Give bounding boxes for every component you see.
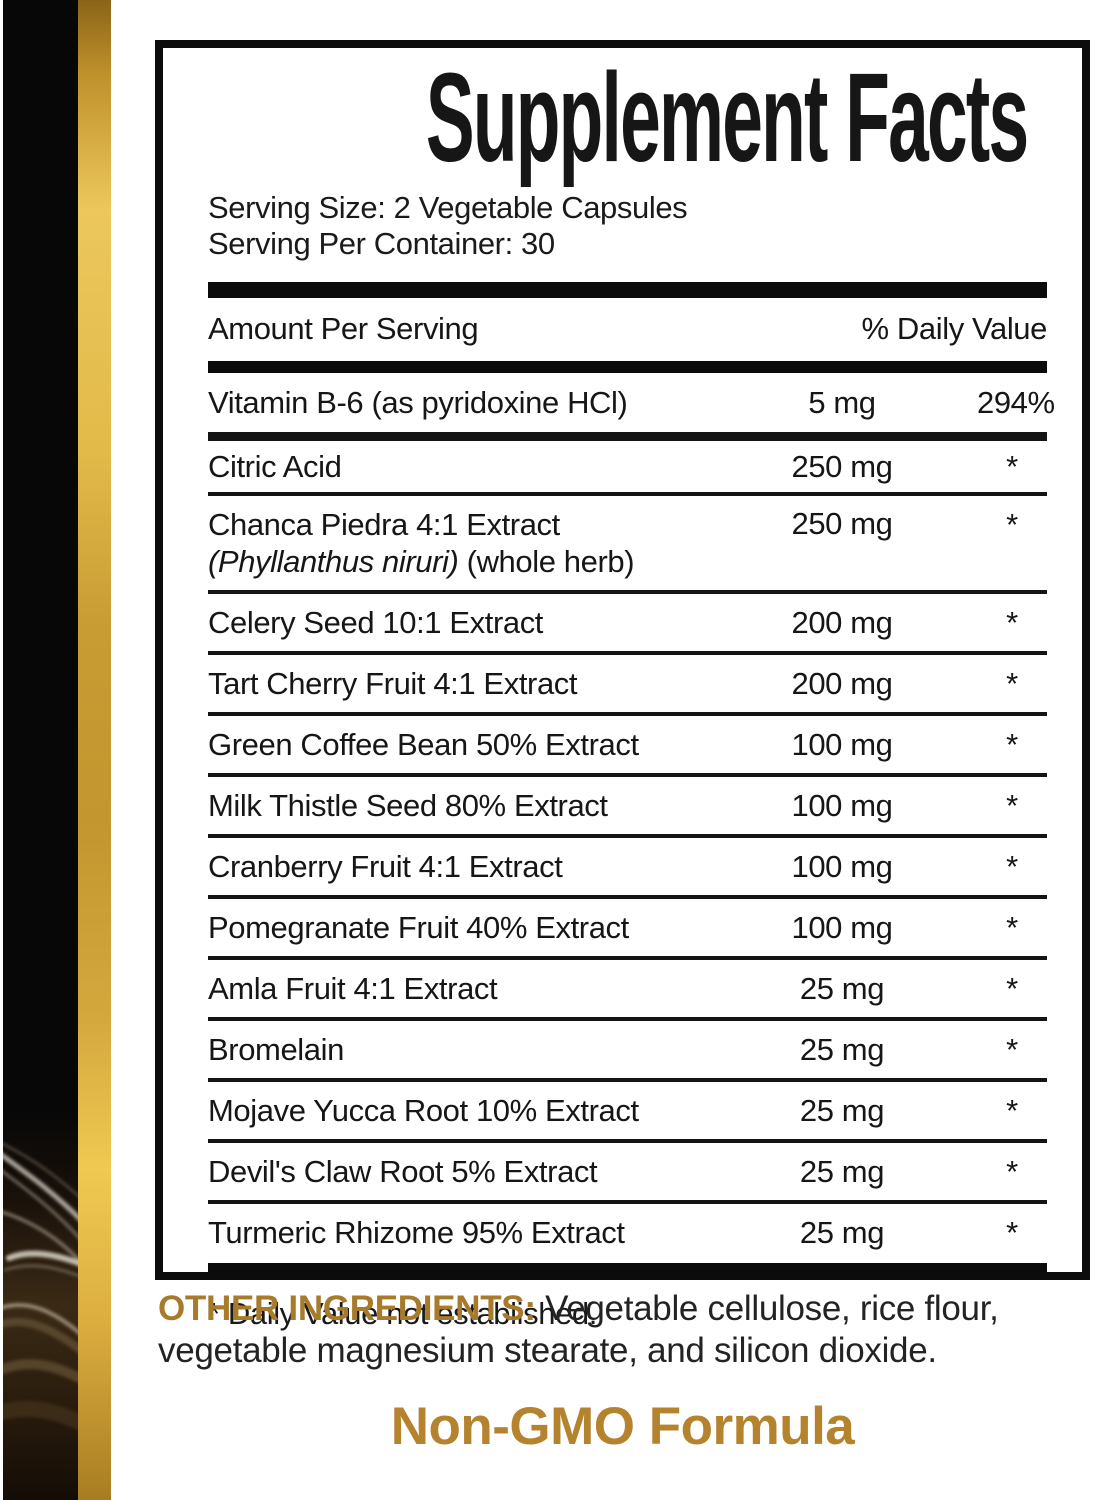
left-gold-strip [78,0,111,1500]
ingredient-name: Celery Seed 10:1 Extract [208,605,544,640]
daily-value: * [1006,971,1018,1006]
amount-value: 25 mg [799,970,885,1006]
daily-value: * [1006,788,1018,823]
botanical-plain: (whole herb) [458,544,635,579]
daily-value: * [1006,1093,1018,1128]
smoke-artwork [3,1110,78,1500]
amount-value: 100 mg [791,848,893,884]
panel-title-wrap: Supplement Facts [208,54,1047,182]
daily-value: * [1006,666,1018,701]
table-row: Bromelain 25 mg * [208,1021,1047,1082]
botanical-italic: (Phyllanthus niruri) [208,544,459,579]
table-row: Citric Acid 250 mg * [208,441,1047,496]
table-row: Amla Fruit 4:1 Extract 25 mg * [208,960,1047,1021]
amount-value: 100 mg [791,726,893,762]
table-row: Celery Seed 10:1 Extract 200 mg * [208,594,1047,655]
left-black-strip [3,0,78,1500]
other-ingredients: OTHER INGREDIENTS: Vegetable cellulose, … [158,1288,1096,1372]
ingredient-name: Turmeric Rhizome 95% Extract [208,1215,625,1250]
other-ingredients-line1: Vegetable cellulose, rice flour, [535,1289,999,1328]
header-amount-per-serving: Amount Per Serving [208,311,479,346]
daily-value: 294% [977,385,1055,420]
daily-value: * [1006,605,1018,640]
ingredient-name: Devil's Claw Root 5% Extract [208,1154,598,1189]
table-row: Turmeric Rhizome 95% Extract 25 mg * [208,1204,1047,1263]
table-row: Chanca Piedra 4:1 Extract (Phyllanthus n… [208,496,1047,594]
ingredient-name-main: Chanca Piedra 4:1 Extract [208,507,560,542]
table-row: Vitamin B-6 (as pyridoxine HCl) 5 mg 294… [208,373,1055,441]
amount-value: 100 mg [791,909,893,945]
daily-value: * [1006,507,1018,542]
ingredient-botanical: (Phyllanthus niruri) (whole herb) [208,544,635,579]
daily-value-footnote: * Daily Value not established. [208,1296,597,1331]
ingredient-name: Tart Cherry Fruit 4:1 Extract [208,666,578,701]
ingredient-name: Mojave Yucca Root 10% Extract [208,1093,639,1128]
ingredient-name: Cranberry Fruit 4:1 Extract [208,849,563,884]
serving-size: Serving Size: 2 Vegetable Capsules [208,190,688,225]
divider-bar-header [208,361,1047,373]
amount-value: 25 mg [799,1153,885,1189]
table-row: Devil's Claw Root 5% Extract 25 mg * [208,1143,1047,1204]
table-row: Pomegranate Fruit 40% Extract 100 mg * [208,899,1047,960]
amount-value: 200 mg [791,604,893,640]
daily-value: * [1006,449,1018,484]
divider-bar-top [208,282,1047,298]
amount-value: 5 mg [808,384,876,420]
daily-value: * [1006,1032,1018,1067]
table-row: Milk Thistle Seed 80% Extract 100 mg * [208,777,1047,838]
non-gmo-formula-text: Non-GMO Formula [390,1397,855,1456]
amount-value: 25 mg [799,1031,885,1067]
other-ingredients-label: OTHER INGREDIENTS: [158,1289,536,1328]
ingredient-name: Milk Thistle Seed 80% Extract [208,788,608,823]
table-row: Cranberry Fruit 4:1 Extract 100 mg * [208,838,1047,899]
amount-value: 100 mg [791,787,893,823]
ingredient-name: Chanca Piedra 4:1 Extract (Phyllanthus n… [208,506,752,580]
table-header: Amount Per Serving % Daily Value [208,298,1047,361]
other-ingredients-line2: vegetable magnesium stearate, and silico… [158,1331,937,1370]
serving-per-container: Serving Per Container: 30 [208,226,555,261]
header-daily-value: % Daily Value [861,311,1048,346]
amount-value: 200 mg [791,665,893,701]
ingredient-name: Amla Fruit 4:1 Extract [208,971,498,1006]
ingredient-name: Bromelain [208,1032,344,1067]
ingredient-name: Vitamin B-6 (as pyridoxine HCl) [208,385,628,420]
table-row: Mojave Yucca Root 10% Extract 25 mg * [208,1082,1047,1143]
amount-value: 250 mg [791,448,893,484]
amount-value: 25 mg [799,1214,885,1250]
daily-value: * [1006,1154,1018,1189]
supplement-facts-panel: Supplement Facts Serving Size: 2 Vegetab… [155,40,1090,1331]
daily-value: * [1006,1215,1018,1250]
ingredient-name: Pomegranate Fruit 40% Extract [208,910,629,945]
daily-value: * [1006,910,1018,945]
table-row: Tart Cherry Fruit 4:1 Extract 200 mg * [208,655,1047,716]
table-row: Green Coffee Bean 50% Extract 100 mg * [208,716,1047,777]
ingredient-name: Citric Acid [208,449,342,484]
daily-value: * [1006,849,1018,884]
serving-info: Serving Size: 2 Vegetable Capsules Servi… [208,190,1047,262]
ingredient-name: Green Coffee Bean 50% Extract [208,727,639,762]
divider-bar-bottom [208,1263,1047,1278]
panel-title: Supplement Facts [425,47,1029,188]
amount-value: 25 mg [799,1092,885,1128]
daily-value: * [1006,727,1018,762]
amount-value: 250 mg [791,506,893,541]
